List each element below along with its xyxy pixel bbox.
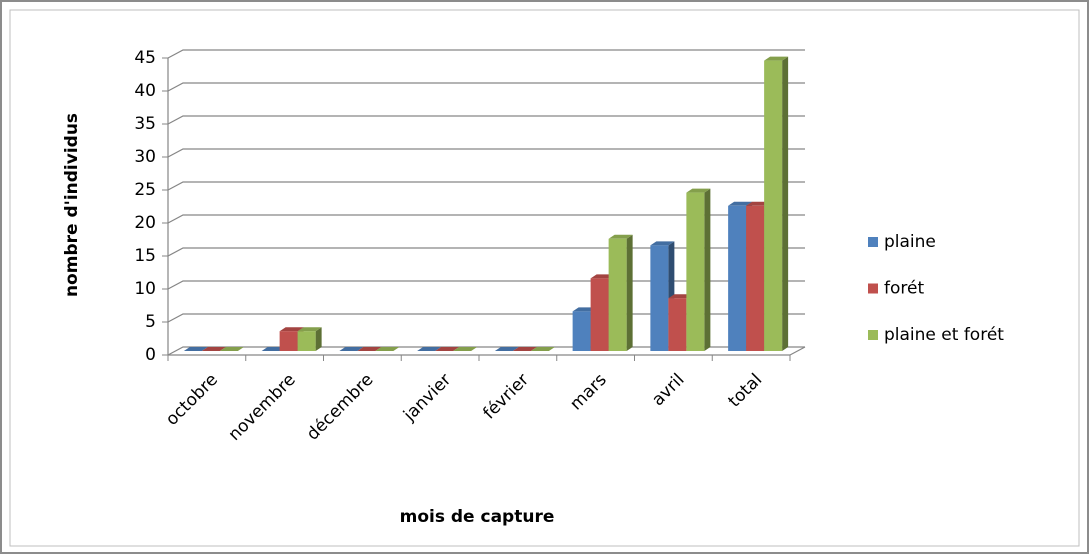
y-tick-label: 25	[134, 180, 156, 200]
y-tick-label: 30	[134, 147, 156, 167]
x-axis-back	[789, 346, 806, 356]
bar-top	[512, 347, 537, 351]
bar-top	[183, 347, 208, 351]
bar-side	[782, 56, 789, 351]
y-tick-label: 20	[134, 213, 156, 233]
legend-swatch	[868, 330, 878, 340]
bar-front	[728, 205, 747, 351]
bar	[764, 56, 789, 351]
bar	[357, 347, 382, 351]
bar	[201, 347, 226, 351]
bar	[183, 347, 208, 351]
grid-line	[167, 49, 805, 59]
legend-label: forét	[884, 279, 924, 299]
bar-top	[357, 347, 382, 351]
legend-label: plaine	[884, 232, 936, 252]
bar-top	[375, 347, 400, 351]
bar	[608, 234, 633, 351]
legend-swatch	[868, 237, 878, 247]
bar-top	[417, 347, 442, 351]
bar-front	[764, 60, 783, 351]
bar	[435, 347, 460, 351]
bar-top	[339, 347, 364, 351]
bar-front	[686, 192, 705, 351]
y-tick-label: 35	[134, 114, 156, 134]
bar-front	[650, 245, 669, 351]
grid-line	[167, 181, 805, 191]
legend-swatch	[868, 283, 878, 294]
bar	[453, 347, 478, 351]
bar-top	[494, 347, 519, 351]
bar-front	[572, 311, 591, 351]
bar-top	[297, 327, 322, 332]
bar-top	[608, 234, 633, 239]
bar-top	[219, 347, 244, 351]
grid-line	[167, 247, 805, 257]
bar	[339, 347, 364, 351]
grid-line	[167, 82, 805, 92]
y-tick-label: 15	[134, 246, 156, 266]
bar-front	[668, 298, 687, 351]
bar-front	[746, 205, 765, 351]
bar-front	[297, 331, 316, 351]
bar	[530, 347, 555, 351]
bar-front	[590, 278, 609, 351]
bar-top	[764, 56, 789, 61]
y-tick-label: 5	[145, 312, 156, 332]
bar	[417, 347, 442, 351]
grid-line	[167, 148, 805, 158]
grid-line	[167, 115, 805, 125]
bar	[297, 327, 322, 351]
bar	[375, 347, 400, 351]
y-tick-label: 40	[134, 81, 156, 101]
bar	[219, 347, 244, 351]
bar	[686, 188, 711, 351]
bar-top	[201, 347, 226, 351]
bar-top	[650, 241, 675, 246]
bar-top	[530, 347, 555, 351]
bar-top	[435, 347, 460, 351]
bar-top	[279, 327, 304, 332]
y-tick-label: 45	[134, 48, 156, 68]
bar	[512, 347, 537, 351]
bar-side	[704, 188, 711, 351]
bar-front	[279, 331, 298, 351]
bar	[494, 347, 519, 351]
y-axis-title: nombre d'individus	[62, 113, 82, 297]
y-tick-label: 10	[134, 279, 156, 299]
bar-top	[686, 188, 711, 193]
legend-label: plaine et forét	[884, 325, 1004, 345]
bar-front	[608, 238, 627, 351]
chart-area	[9, 9, 1080, 547]
bar-top	[728, 201, 753, 206]
bar-side	[626, 234, 633, 351]
bar-side	[315, 327, 322, 351]
bar-top	[453, 347, 478, 351]
y-tick-label: 0	[145, 345, 156, 365]
grid-line	[167, 214, 805, 224]
x-axis-title: mois de capture	[400, 507, 555, 527]
